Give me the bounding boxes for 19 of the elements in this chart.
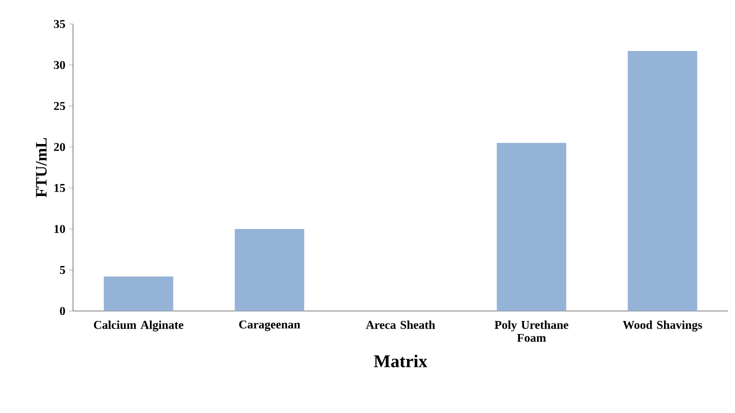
y-tick-label: 30	[54, 60, 66, 70]
y-tick-label: 10	[54, 224, 66, 234]
y-tick-label: 15	[54, 184, 66, 192]
x-tick-label: Calcium Alginate	[94, 320, 184, 332]
y-tick-label: 0	[60, 306, 66, 316]
y-axis-title: FTU/mL	[36, 138, 47, 198]
x-tick-label: Poly Urethane Foam	[494, 320, 568, 342]
bar	[234, 228, 304, 311]
bar	[104, 276, 174, 311]
x-tick-label: Wood Shavings	[622, 320, 702, 332]
bar	[628, 51, 698, 311]
y-tick-label: 5	[60, 266, 66, 274]
y-tick-label: 20	[54, 142, 66, 152]
x-axis-title: Matrix	[374, 354, 428, 368]
y-tick-label: 35	[54, 20, 66, 28]
x-tick-label: Carageenan	[239, 320, 300, 332]
y-tick-label: 25	[54, 102, 66, 110]
x-tick-label: Areca Sheath	[366, 320, 436, 329]
bar	[496, 142, 566, 311]
